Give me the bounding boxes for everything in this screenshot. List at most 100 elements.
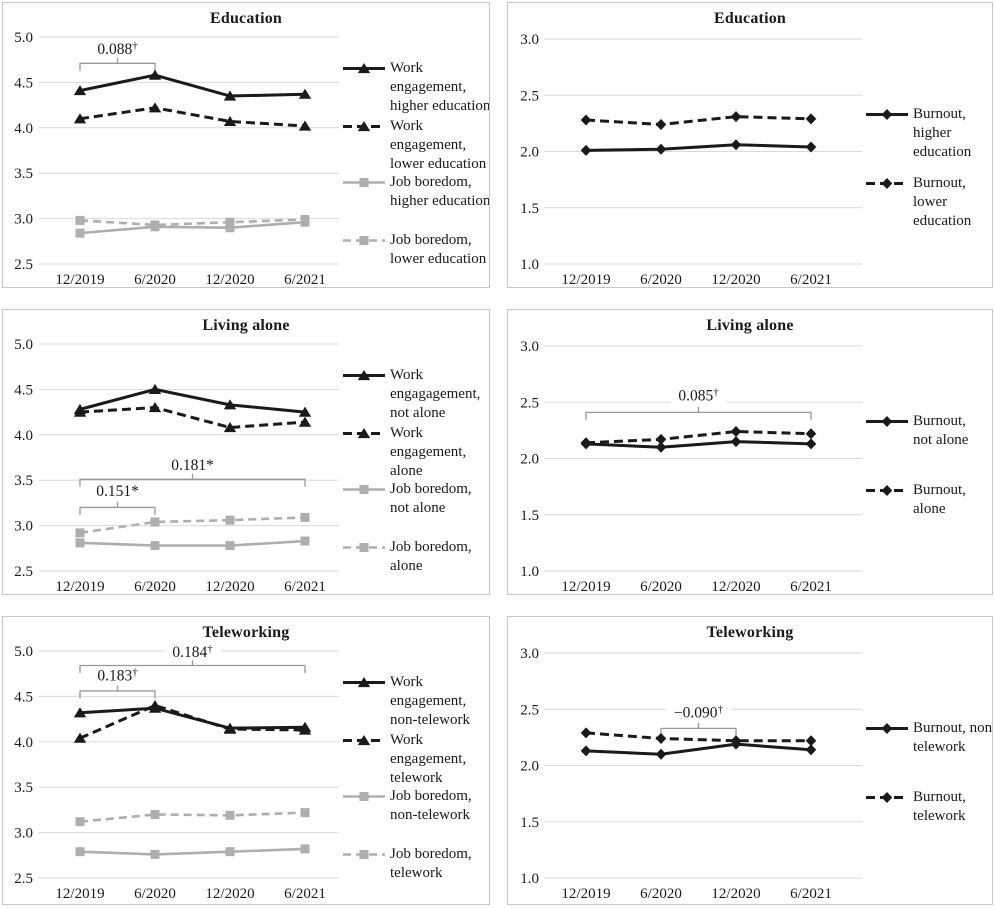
y-tick-label: 1.5 bbox=[520, 201, 539, 217]
x-tick-label: 12/2020 bbox=[711, 272, 760, 287]
chart-legend: Work engagagement, not alone Work engagem… bbox=[339, 310, 487, 594]
y-tick-label: 4.5 bbox=[14, 382, 33, 398]
y-tick-label: 3.5 bbox=[14, 780, 33, 796]
legend-label: Burnout, non- telework bbox=[913, 720, 993, 755]
significance-bracket bbox=[79, 685, 156, 699]
y-tick-label: 2.5 bbox=[520, 395, 539, 411]
legend-sample-square-icon bbox=[343, 850, 385, 859]
legend-sample-diamond-icon bbox=[866, 178, 908, 189]
diamond-marker-icon bbox=[655, 119, 667, 130]
legend-item: Work engagement, non-telework bbox=[343, 673, 470, 730]
series-line bbox=[79, 703, 306, 740]
legend-item: Burnout, alone bbox=[866, 481, 966, 519]
legend-item: Job boredom, higher education bbox=[343, 173, 489, 211]
y-tick-label: 2.5 bbox=[520, 88, 539, 104]
series-line bbox=[79, 387, 306, 414]
chart-title: Living alone bbox=[706, 317, 794, 334]
y-tick-label: 2.0 bbox=[520, 145, 539, 161]
significance-bracket bbox=[585, 406, 812, 421]
legend-label: Job boredom, not alone bbox=[390, 481, 472, 516]
triangle-marker-icon bbox=[357, 370, 371, 381]
panel-living-alone-engagement: Living alone 5.0 4.5 4.0 3.5 3.0 2.5 12/2019 6/… bbox=[2, 309, 490, 595]
chart-plot-living-alone-engagement: 5.0 4.5 4.0 3.5 3.0 2.5 12/2019 6/2020 12/2020 6/… bbox=[14, 337, 339, 594]
legend-label: Work engagement, non-telework bbox=[390, 674, 470, 728]
y-tick-label: 2.5 bbox=[14, 564, 33, 580]
diamond-marker-icon bbox=[655, 143, 667, 155]
diamond-marker-icon bbox=[655, 733, 667, 744]
legend-item: Burnout, not alone bbox=[866, 412, 968, 450]
diamond-marker-icon bbox=[580, 727, 592, 739]
x-tick-label: 6/2021 bbox=[284, 272, 326, 287]
triangle-marker-icon bbox=[357, 121, 371, 132]
series-line bbox=[585, 440, 812, 449]
triangle-marker-icon bbox=[223, 422, 237, 433]
x-tick-label: 12/2019 bbox=[561, 272, 610, 287]
square-marker-icon bbox=[359, 543, 369, 552]
significance-bracket bbox=[79, 659, 306, 674]
x-tick-label: 6/2020 bbox=[640, 579, 682, 594]
legend-sample-diamond-icon bbox=[866, 792, 908, 803]
triangle-marker-icon bbox=[148, 699, 162, 711]
triangle-marker-icon bbox=[223, 399, 237, 410]
triangle-marker-icon bbox=[148, 402, 162, 413]
y-tick-label: 5.0 bbox=[14, 30, 33, 46]
legend-sample-square-icon bbox=[343, 485, 385, 494]
chart-legend: Burnout, higher education Burnout, lower … bbox=[856, 3, 990, 287]
chart-plot-teleworking-engagement: 5.0 4.5 4.0 3.5 3.0 2.5 12/2019 6/2020 12/2020 6/… bbox=[14, 642, 339, 902]
legend-sample-triangle-icon bbox=[343, 735, 385, 746]
diamond-marker-icon bbox=[730, 111, 742, 123]
chart-plot-education-burnout: 3.0 2.5 2.0 1.5 1.0 12/2019 6/2020 12/2020 6/202… bbox=[520, 32, 862, 287]
y-tick-label: 4.5 bbox=[14, 689, 33, 705]
x-tick-label: 6/2021 bbox=[790, 272, 832, 287]
y-tick-label: 1.0 bbox=[520, 257, 539, 273]
diamond-marker-icon bbox=[730, 426, 742, 437]
y-tick-label: 1.0 bbox=[520, 564, 539, 580]
x-tick-label: 12/2019 bbox=[561, 886, 610, 902]
legend-item: Work engagement, alone bbox=[343, 424, 466, 481]
significance-label: 0.088† bbox=[97, 40, 138, 58]
legend-label: Job boredom, telework bbox=[390, 846, 472, 881]
diamond-marker-icon bbox=[805, 735, 817, 747]
x-tick-label: 12/2019 bbox=[55, 272, 104, 287]
series-line bbox=[79, 706, 306, 730]
x-tick-label: 6/2020 bbox=[640, 272, 682, 287]
series-line bbox=[79, 218, 306, 227]
diamond-marker-icon bbox=[881, 485, 893, 496]
significance-label-bg bbox=[89, 39, 146, 57]
diamond-marker-icon bbox=[655, 433, 667, 445]
y-tick-label: 3.0 bbox=[14, 519, 33, 535]
diamond-marker-icon bbox=[655, 748, 667, 760]
legend-label: Burnout, not alone bbox=[913, 413, 969, 448]
significance-label-bg bbox=[89, 482, 146, 500]
significance-bracket bbox=[660, 722, 737, 737]
significance-label: 0.183† bbox=[97, 667, 138, 685]
square-marker-icon bbox=[75, 228, 85, 238]
legend-item: Work engagagement, not alone bbox=[343, 366, 480, 423]
legend-label: Work engagement, telework bbox=[390, 732, 467, 786]
triangle-marker-icon bbox=[73, 406, 87, 417]
square-marker-icon bbox=[225, 217, 235, 227]
x-tick-label: 12/2019 bbox=[55, 579, 104, 594]
x-tick-label: 12/2020 bbox=[205, 272, 254, 287]
y-tick-label: 4.0 bbox=[14, 121, 33, 137]
significance-label: 0.184† bbox=[172, 643, 213, 661]
y-tick-label: 5.0 bbox=[14, 337, 33, 353]
y-tick-label: 2.5 bbox=[14, 257, 33, 273]
x-tick-label: 12/2020 bbox=[205, 886, 254, 902]
triangle-marker-icon bbox=[357, 677, 371, 688]
diamond-marker-icon bbox=[730, 436, 742, 448]
legend-item: Job boredom, non-telework bbox=[343, 787, 472, 825]
x-tick-label: 6/2020 bbox=[640, 886, 682, 902]
triangle-marker-icon bbox=[73, 707, 87, 718]
square-marker-icon bbox=[300, 215, 310, 225]
legend-item: Job boredom, not alone bbox=[343, 480, 472, 518]
triangle-marker-icon bbox=[148, 102, 162, 113]
legend-label: Work engagement, alone bbox=[390, 425, 467, 479]
legend-item: Burnout, lower education bbox=[866, 174, 971, 231]
legend-sample-diamond-icon bbox=[866, 485, 908, 496]
diamond-marker-icon bbox=[580, 144, 592, 156]
chart-title: Living alone bbox=[202, 317, 290, 334]
panel-living-alone-burnout: Living alone 3.0 2.5 2.0 1.5 1.0 12/2019 6/202… bbox=[507, 309, 993, 595]
square-marker-icon bbox=[75, 528, 85, 538]
chart-legend: Burnout, not alone Burnout, alone bbox=[856, 310, 990, 594]
